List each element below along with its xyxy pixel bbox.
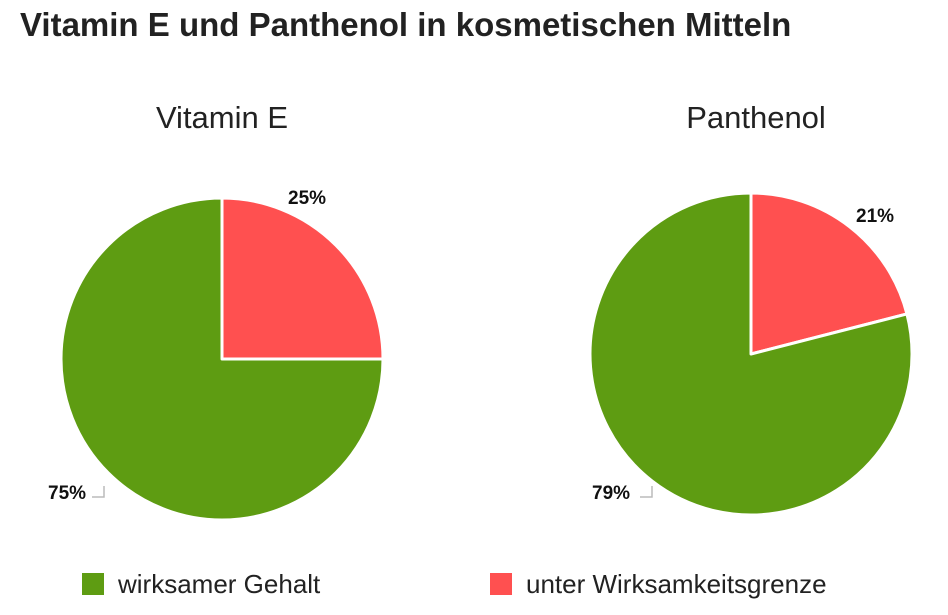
data-label-wirksamer-gehalt: 75%	[48, 483, 86, 504]
pie-slice-unter-wirksamkeitsgrenze	[749, 191, 909, 356]
pie-slice-wirksamer-gehalt	[588, 191, 914, 517]
data-label-unter-wirksamkeitsgrenze: 25%	[288, 188, 326, 209]
label-leader-line	[640, 486, 653, 498]
pie-slice-unter-wirksamkeitsgrenze	[220, 196, 385, 361]
legend-label: wirksamer Gehalt	[118, 568, 321, 599]
data-label-unter-wirksamkeitsgrenze: 21%	[856, 206, 894, 227]
label-leader-line	[92, 486, 105, 498]
pie-slice-wirksamer-gehalt	[59, 196, 385, 522]
legend: wirksamer Gehalt unter Wirksamkeitsgrenz…	[0, 566, 948, 606]
legend-swatch-red	[490, 573, 512, 595]
pie-chart-vitamin-e: 75% 25%	[48, 188, 385, 522]
legend-item-wirksamer-gehalt: wirksamer Gehalt	[82, 566, 320, 602]
data-label-wirksamer-gehalt: 79%	[592, 483, 630, 504]
chart-title-panthenol: Panthenol	[686, 100, 826, 135]
legend-swatch-green	[82, 573, 104, 595]
legend-item-unter-wirksamkeitsgrenze: unter Wirksamkeitsgrenze	[490, 566, 827, 602]
page-title: Vitamin E und Panthenol in kosmetischen …	[20, 6, 792, 43]
pie-chart-panthenol: 79% 21%	[588, 191, 914, 517]
chart-title-vitamin-e: Vitamin E	[155, 100, 289, 135]
legend-label: unter Wirksamkeitsgrenze	[526, 568, 827, 599]
